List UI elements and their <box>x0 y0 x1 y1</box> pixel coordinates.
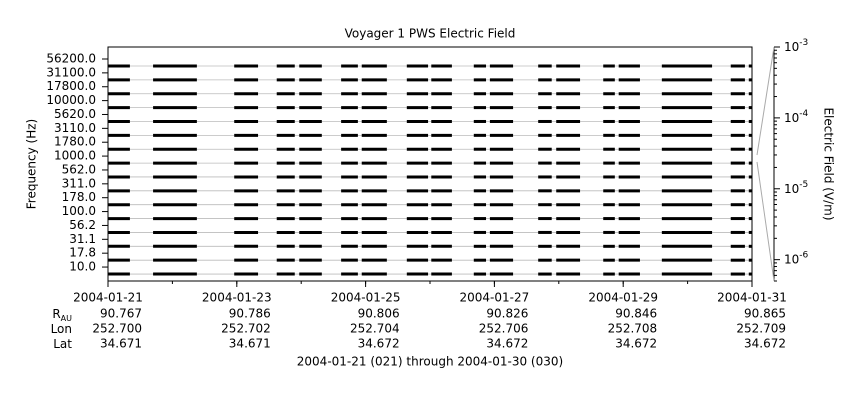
y2-axis-label: Electric Field (V/m) <box>822 107 836 220</box>
chart-title: Voyager 1 PWS Electric Field <box>345 27 516 41</box>
ephemeris-label: Lon <box>51 322 72 336</box>
y-tick-label: 100.0 <box>62 204 96 218</box>
ephemeris-value: 34.671 <box>100 337 142 351</box>
y-tick-label: 5620.0 <box>54 107 96 121</box>
y2-tick-exponent: -3 <box>799 38 808 48</box>
ephemeris-value: 252.700 <box>92 322 142 336</box>
y-tick-label: 311.0 <box>62 176 96 190</box>
x-tick-label: 2004-01-21 <box>73 291 143 305</box>
ephemeris-label-text: R <box>52 307 60 321</box>
ephemeris-value: 90.846 <box>615 307 657 321</box>
ephemeris-label-text: Lon <box>51 322 72 336</box>
y2-tick-base: 10 <box>784 181 799 195</box>
y2-tick-exponent: -6 <box>799 250 808 260</box>
x-tick-label: 2004-01-23 <box>202 291 272 305</box>
ephemeris-value: 90.767 <box>100 307 142 321</box>
y-axis-label: Frequency (Hz) <box>25 119 39 210</box>
y2-tick-label: 10-6 <box>784 250 809 266</box>
zoom-line <box>756 161 775 282</box>
y-tick-label: 10000.0 <box>46 93 96 107</box>
x-tick-label: 2004-01-27 <box>460 291 530 305</box>
x-tick-label: 2004-01-29 <box>588 291 658 305</box>
ephemeris-value: 252.704 <box>350 322 400 336</box>
y-tick-label: 31100.0 <box>46 65 96 79</box>
ephemeris-label-sub: AU <box>61 314 72 323</box>
x-tick-label: 2004-01-25 <box>331 291 401 305</box>
ephemeris-value: 90.865 <box>744 307 786 321</box>
ephemeris-value: 90.786 <box>229 307 271 321</box>
y-tick-label: 1780.0 <box>54 135 96 149</box>
y-tick-label: 56200.0 <box>46 52 96 66</box>
y-tick-label: 17.8 <box>69 246 96 260</box>
ephemeris-label: Lat <box>53 337 72 351</box>
y-tick-label: 17800.0 <box>46 79 96 93</box>
ephemeris-value: 34.672 <box>615 337 657 351</box>
ephemeris-value: 34.672 <box>486 337 528 351</box>
ephemeris-value: 34.672 <box>358 337 400 351</box>
ephemeris-value: 252.702 <box>221 322 271 336</box>
y-tick-label: 178.0 <box>62 190 96 204</box>
y2-tick-base: 10 <box>784 40 799 54</box>
y2-tick-label: 10-3 <box>784 38 808 54</box>
y2-tick-label: 10-5 <box>784 179 808 195</box>
ephemeris-value: 252.709 <box>736 322 786 336</box>
y-tick-label: 3110.0 <box>54 121 96 135</box>
ephemeris-value: 34.672 <box>744 337 786 351</box>
ephemeris-value: 252.706 <box>479 322 529 336</box>
ephemeris-value: 90.826 <box>486 307 528 321</box>
footer: 2004-01-21 (021) through 2004-01-30 (030… <box>297 355 563 369</box>
zoom-line <box>756 46 775 156</box>
ephemeris-label-text: Lat <box>53 337 72 351</box>
y-tick-label: 10.0 <box>69 260 96 274</box>
x-tick-label: 2004-01-31 <box>717 291 787 305</box>
y2-tick-base: 10 <box>784 252 799 266</box>
ephemeris-value: 252.708 <box>608 322 658 336</box>
y2-tick-exponent: -4 <box>799 108 808 118</box>
y2-tick-base: 10 <box>784 110 799 124</box>
y2-tick-exponent: -5 <box>799 179 808 189</box>
ephemeris-label: RAU <box>52 307 72 323</box>
y-tick-label: 56.2 <box>69 218 96 232</box>
y-tick-label: 31.1 <box>69 232 96 246</box>
y2-tick-label: 10-4 <box>784 108 809 124</box>
y-tick-label: 1000.0 <box>54 149 96 163</box>
y-tick-label: 562.0 <box>62 162 96 176</box>
ephemeris-value: 90.806 <box>358 307 400 321</box>
ephemeris-value: 34.671 <box>229 337 271 351</box>
